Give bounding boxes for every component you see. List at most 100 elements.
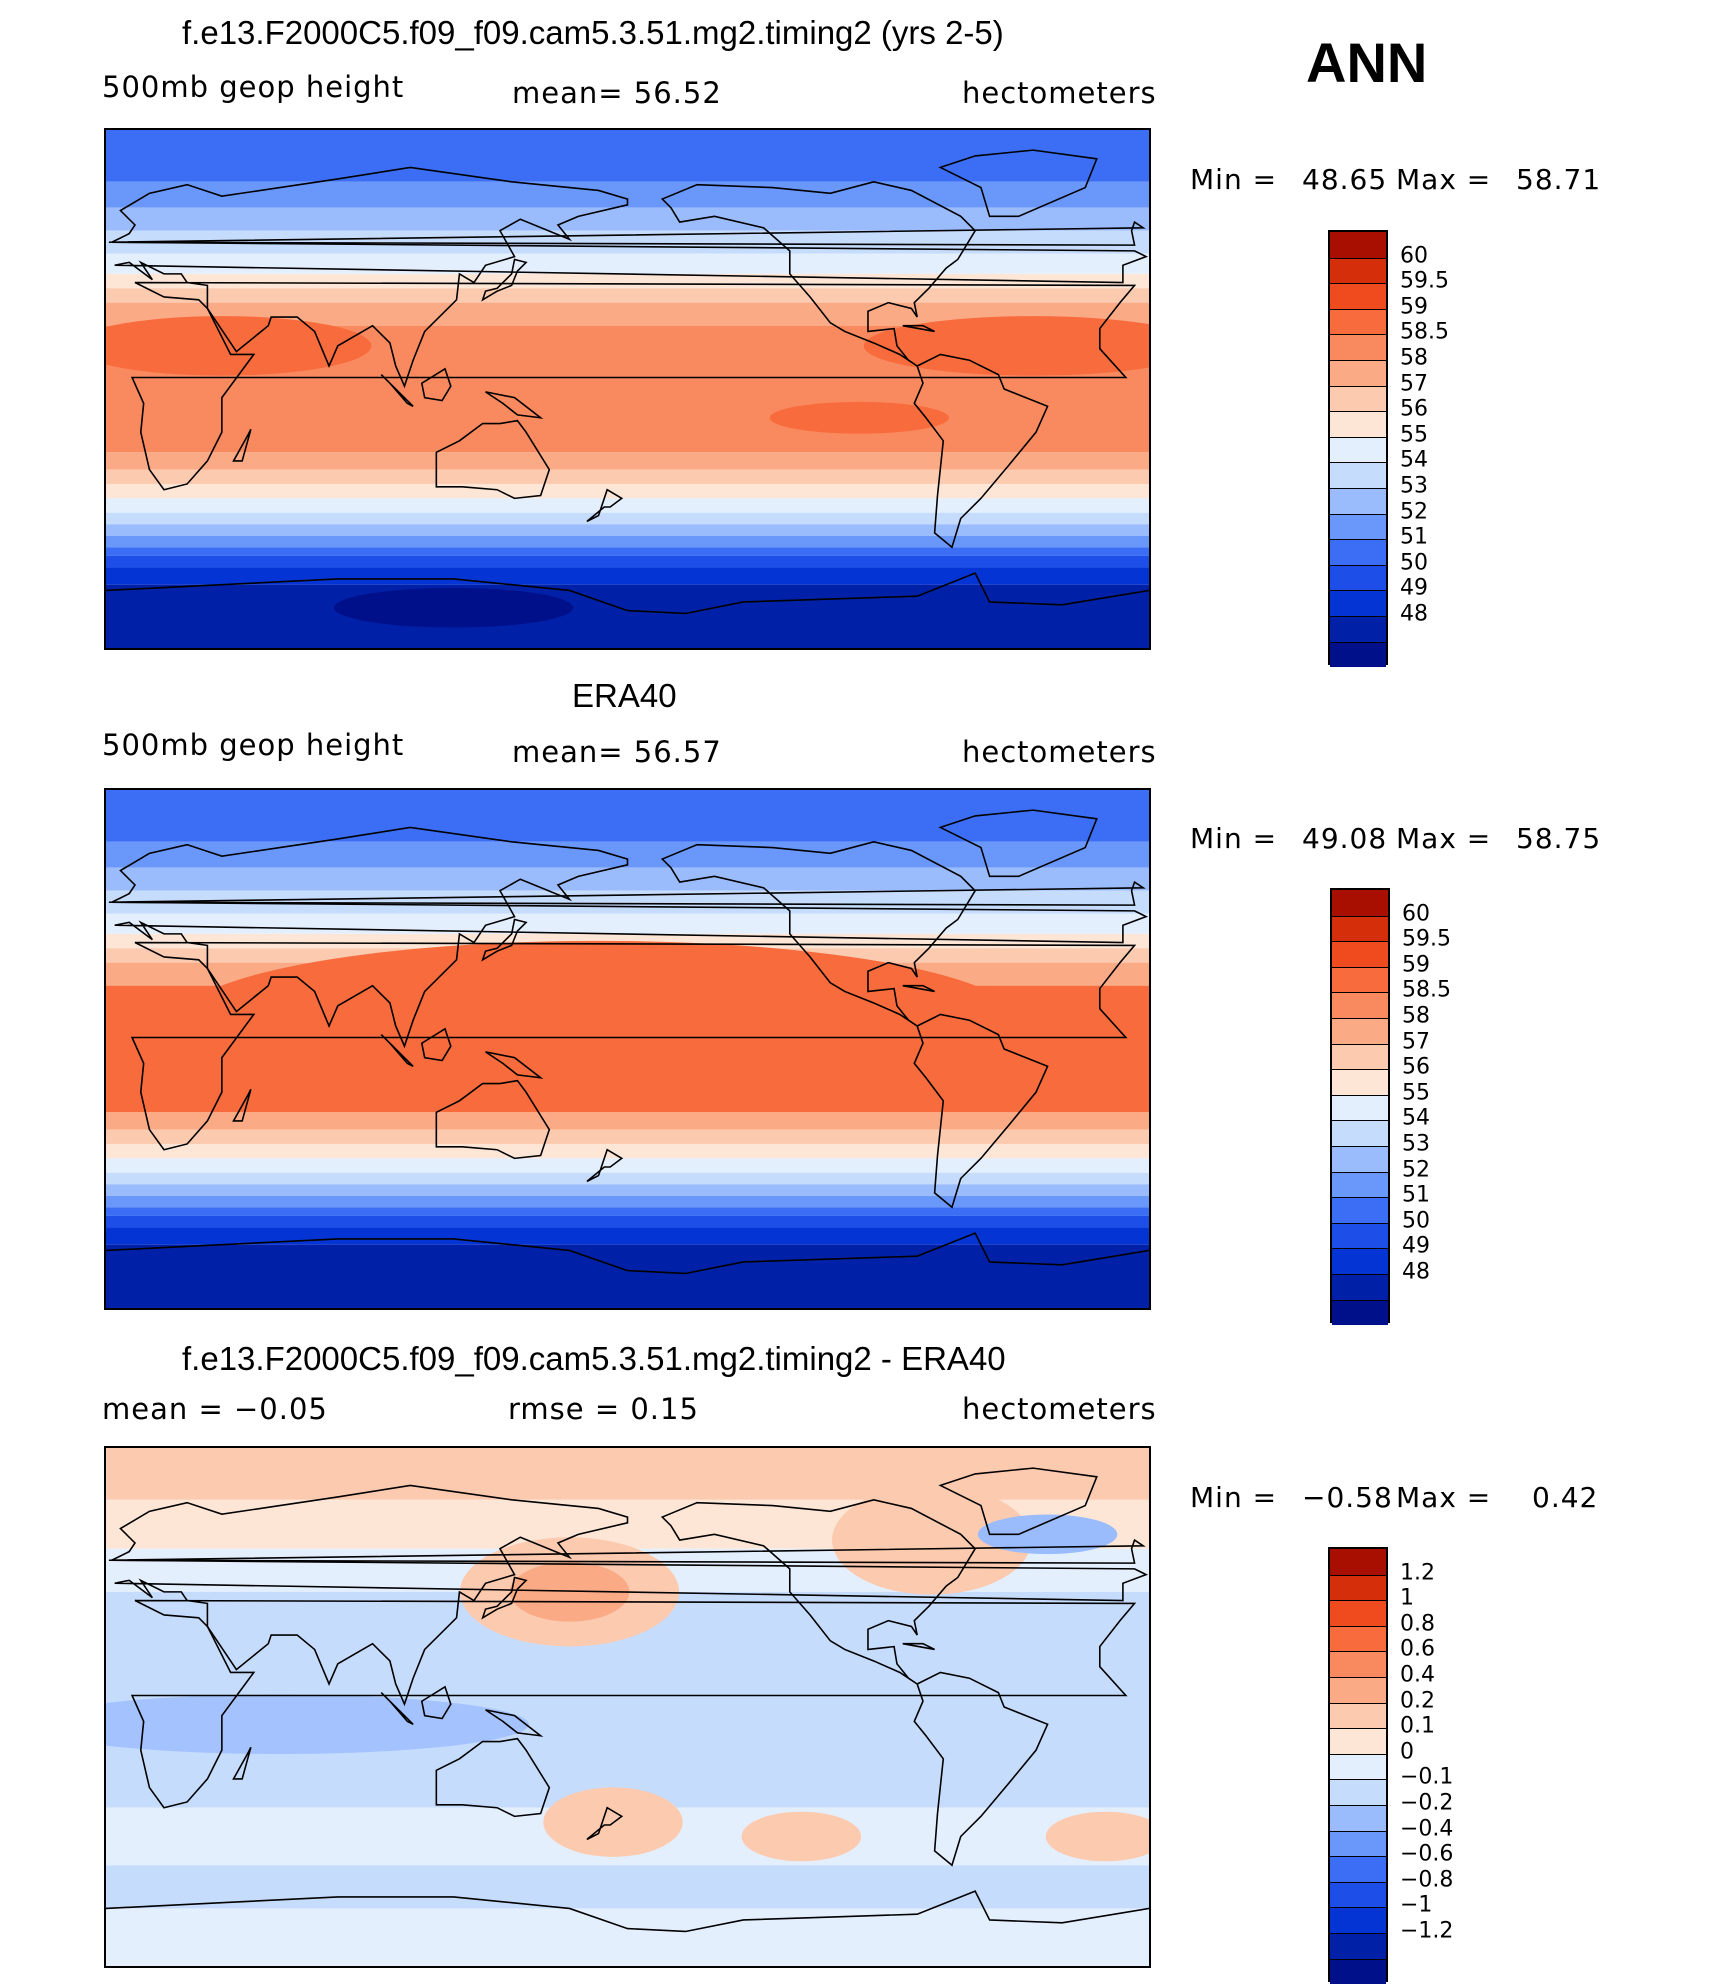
colorbar-swatch bbox=[1332, 1069, 1388, 1095]
colorbar-swatch bbox=[1332, 966, 1388, 993]
coastline-greenland bbox=[938, 149, 1098, 218]
colorbar-swatch bbox=[1330, 1805, 1386, 1831]
colorbar-swatch bbox=[1330, 1830, 1386, 1857]
coastline-southAmerica bbox=[913, 1671, 1049, 1867]
colorbar-swatch bbox=[1332, 1248, 1388, 1274]
contour-band bbox=[106, 584, 1149, 648]
coastline-borneo bbox=[420, 367, 452, 402]
coastline-madagascar bbox=[232, 1746, 252, 1780]
panel-2-variable-label: 500mb geop height bbox=[102, 728, 405, 762]
colorbar-tick-label: 50 bbox=[1402, 1208, 1430, 1234]
coastline-africa bbox=[130, 941, 1137, 1151]
colorbar-swatch bbox=[1332, 1274, 1388, 1300]
coastline-australia bbox=[435, 1737, 551, 1818]
contour-band bbox=[106, 1129, 1149, 1144]
contour-band bbox=[106, 1184, 1149, 1196]
colorbar-swatch bbox=[1330, 385, 1386, 412]
panel-2-units-label: hectometers bbox=[962, 735, 1157, 769]
coastline-nz bbox=[586, 488, 624, 523]
coastline-madagascar bbox=[232, 428, 252, 462]
colorbar-swatch bbox=[1330, 1549, 1386, 1575]
contour-blob bbox=[741, 1811, 862, 1862]
coastline-nz bbox=[586, 1806, 624, 1841]
coastline-uk bbox=[108, 220, 1146, 246]
coastline-borneo bbox=[420, 1685, 452, 1720]
panel-1-max-value: 58.71 bbox=[1516, 163, 1602, 196]
coastline-japan bbox=[481, 258, 528, 302]
colorbar-swatch bbox=[1330, 1933, 1386, 1959]
contour-band bbox=[106, 790, 1149, 842]
colorbar-tick-label: 0.2 bbox=[1400, 1688, 1435, 1714]
colorbar-swatch bbox=[1330, 564, 1386, 591]
contour-blob bbox=[334, 587, 574, 628]
coastline-borneo bbox=[420, 1027, 452, 1062]
colorbar-tick-label: 56 bbox=[1402, 1054, 1430, 1080]
colorbar-swatch bbox=[1330, 1856, 1386, 1882]
colorbar-swatch bbox=[1330, 1574, 1386, 1601]
coastline-uk bbox=[108, 880, 1146, 906]
coastline-southAmerica bbox=[913, 353, 1049, 549]
colorbar-swatch bbox=[1332, 992, 1388, 1018]
contour-blob bbox=[769, 401, 949, 434]
contour-band bbox=[106, 555, 1149, 568]
coastline-greenland bbox=[938, 809, 1098, 878]
colorbar-swatch bbox=[1332, 890, 1388, 916]
contour-band bbox=[106, 524, 1149, 536]
coastline-madagascar bbox=[232, 1088, 252, 1122]
colorbar-swatch bbox=[1332, 941, 1388, 967]
colorbar-tick-label: −0.8 bbox=[1400, 1867, 1454, 1893]
colorbar-swatch bbox=[1330, 1907, 1386, 1933]
colorbar-tick-label: 0.8 bbox=[1400, 1611, 1435, 1637]
panel-3-min-value: −0.58 bbox=[1302, 1481, 1393, 1514]
colorbar-swatch bbox=[1332, 1171, 1388, 1198]
panel-2-max-value: 58.75 bbox=[1516, 822, 1602, 855]
panel-3-rmse-label: rmse = 0.15 bbox=[508, 1392, 699, 1426]
colorbar-swatch bbox=[1330, 334, 1386, 360]
colorbar-swatch bbox=[1332, 1197, 1388, 1223]
panel-3-max-value: 0.42 bbox=[1532, 1481, 1599, 1514]
colorbar-swatch bbox=[1330, 360, 1386, 386]
panel-1-model-map bbox=[104, 128, 1151, 650]
coastline-northAmerica bbox=[660, 180, 977, 367]
coastline-northAmerica bbox=[660, 840, 977, 1027]
panel-3-difference-map bbox=[104, 1446, 1151, 1968]
coastline-antarctica bbox=[106, 1890, 1149, 1933]
colorbar-swatch bbox=[1330, 1600, 1386, 1626]
colorbar-swatch bbox=[1330, 1753, 1386, 1780]
colorbar-tick-label: 58.5 bbox=[1400, 319, 1449, 345]
colorbar-swatch bbox=[1330, 1625, 1386, 1652]
colorbar-tick-label: −0.4 bbox=[1400, 1816, 1454, 1842]
colorbar-tick-label: 52 bbox=[1400, 499, 1428, 525]
panel-2-mean-label: mean= 56.57 bbox=[512, 735, 722, 769]
colorbar-tick-label: 53 bbox=[1402, 1131, 1430, 1157]
colorbar-tick-label: 58.5 bbox=[1402, 977, 1451, 1003]
colorbar-tick-label: 1.2 bbox=[1400, 1560, 1435, 1586]
contour-band bbox=[106, 1227, 1149, 1245]
panel-2-max-label: Max = bbox=[1396, 822, 1492, 855]
contour-blob bbox=[106, 316, 372, 376]
colorbar-swatch bbox=[1330, 232, 1386, 258]
panel-1-min-label: Min = bbox=[1190, 163, 1278, 196]
colorbar-swatch-box bbox=[1328, 230, 1388, 668]
colorbar-tick-label: 59 bbox=[1402, 952, 1430, 978]
colorbar-tick-label: 49 bbox=[1400, 575, 1428, 601]
colorbar-tick-label: −1.2 bbox=[1400, 1918, 1454, 1944]
colorbar-swatch bbox=[1330, 462, 1386, 488]
colorbar-tick-label: 0.6 bbox=[1400, 1636, 1435, 1662]
colorbar-tick-label: 48 bbox=[1400, 601, 1428, 627]
colorbar-tick-label: 51 bbox=[1402, 1182, 1430, 1208]
colorbar-swatch-box bbox=[1328, 1547, 1388, 1984]
colorbar-swatch bbox=[1332, 1043, 1388, 1070]
contour-band bbox=[106, 1908, 1149, 1966]
coastline-northAmerica bbox=[660, 1498, 977, 1685]
panel-3-mean-label: mean = −0.05 bbox=[102, 1392, 328, 1426]
season-label: ANN bbox=[1306, 31, 1428, 94]
contour-band bbox=[106, 483, 1149, 499]
panel-1-min-value: 48.65 bbox=[1302, 163, 1388, 196]
coastline-southAmerica bbox=[913, 1013, 1049, 1209]
colorbar-swatch bbox=[1330, 539, 1386, 565]
colorbar-tick-label: 57 bbox=[1402, 1029, 1430, 1055]
coastline-antarctica bbox=[106, 572, 1149, 615]
colorbar-swatch bbox=[1332, 1146, 1388, 1172]
contour-band bbox=[106, 130, 1149, 182]
